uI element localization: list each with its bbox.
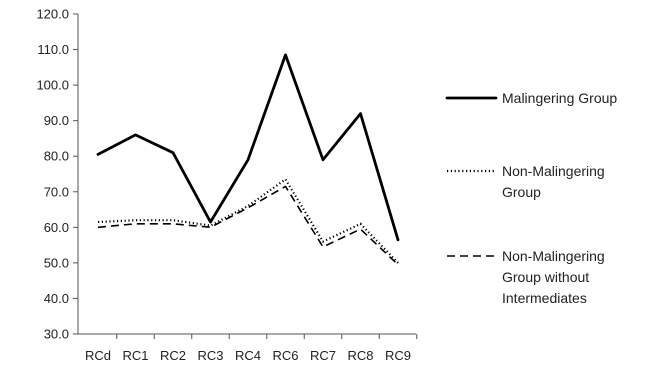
y-tick-label: 70.0 bbox=[44, 184, 69, 199]
x-tick-label: RCd bbox=[85, 348, 111, 363]
x-tick-label: RC9 bbox=[385, 348, 411, 363]
x-tick-label: RC7 bbox=[310, 348, 336, 363]
x-tick-label: RC8 bbox=[347, 348, 373, 363]
y-tick-label: 30.0 bbox=[44, 327, 69, 342]
legend-label: Group without bbox=[502, 269, 589, 285]
y-tick-label: 90.0 bbox=[44, 113, 69, 128]
series-line-2 bbox=[97, 178, 399, 264]
legend-label: Intermediates bbox=[502, 290, 587, 306]
x-tick-label: RC3 bbox=[197, 348, 223, 363]
x-tick-label: RC4 bbox=[235, 348, 261, 363]
legend-label: Group bbox=[502, 184, 541, 200]
legend-label: Malingering Group bbox=[502, 90, 617, 106]
x-tick-label: RC1 bbox=[122, 348, 148, 363]
series-line-3 bbox=[97, 185, 399, 266]
y-axis: 30.0 40.0 50.0 60.0 70.0 80.0 90.0 100.0 110.0 12… bbox=[36, 7, 79, 342]
legend-label: Non-Malingering bbox=[502, 248, 605, 264]
y-tick-label: 110.0 bbox=[37, 42, 69, 57]
y-tick-label: 100.0 bbox=[36, 78, 69, 93]
series-line-1 bbox=[96, 53, 400, 242]
y-tick-label: 40.0 bbox=[44, 291, 69, 306]
y-tick-label: 120.0 bbox=[36, 7, 69, 22]
y-tick-label: 60.0 bbox=[44, 220, 69, 235]
x-axis: RCd RC1 RC2 RC3 RC4 RC6 RC7 RC8 RC9 bbox=[78, 333, 418, 363]
legend: Malingering Group Non-Malingering Group Non… bbox=[445, 90, 617, 306]
x-tick-label: RC2 bbox=[160, 348, 186, 363]
legend-label: Non-Malingering bbox=[502, 163, 605, 179]
series-lines bbox=[96, 53, 400, 266]
x-tick-label: RC6 bbox=[272, 348, 298, 363]
y-tick-label: 80.0 bbox=[44, 149, 69, 164]
y-tick-label: 50.0 bbox=[44, 255, 69, 270]
